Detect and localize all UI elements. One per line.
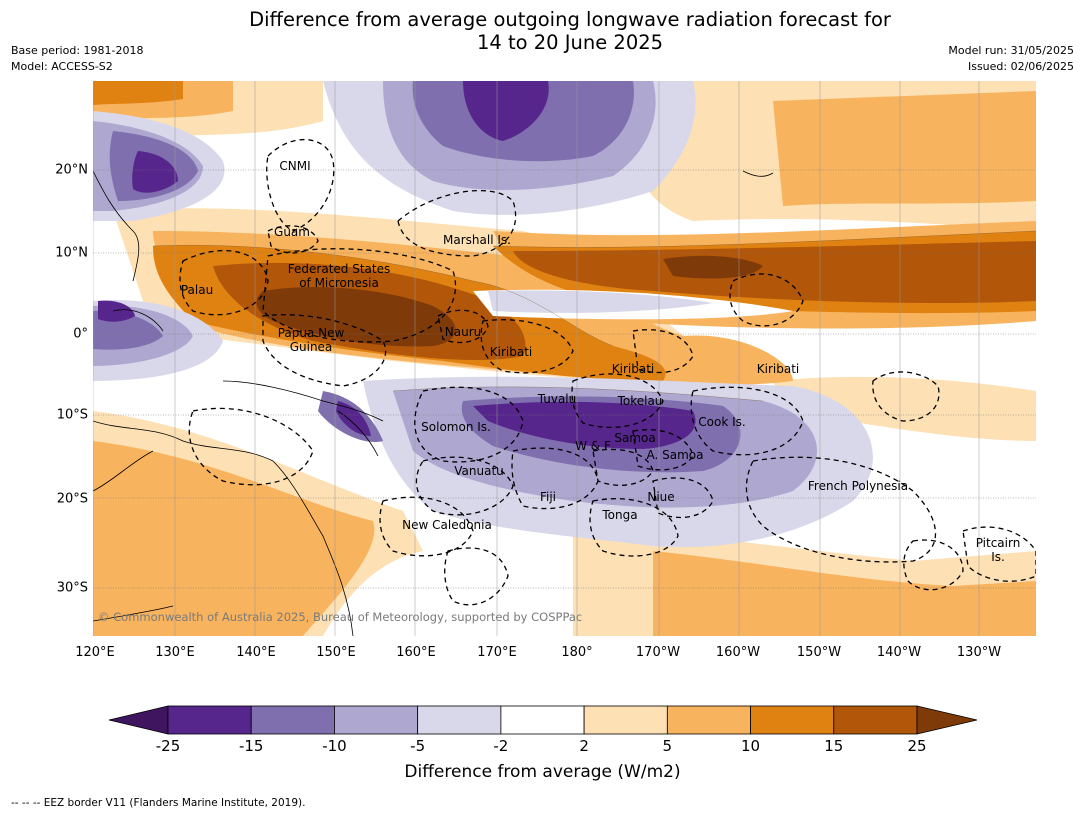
region-label-vanuatu: Vanuatu	[454, 464, 504, 478]
colorbar-tick-label: 25	[907, 737, 927, 755]
lon-tick-130e: 130°E	[155, 645, 195, 660]
lon-tick-170e: 170°E	[477, 645, 517, 660]
colorbar-extend-high	[916, 705, 978, 735]
title-line-2: 14 to 20 June 2025	[476, 31, 664, 54]
attribution-watermark: © Commonwealth of Australia 2025, Bureau…	[98, 610, 582, 624]
meridian-lines	[93, 81, 980, 636]
colorbar-segment	[167, 705, 252, 735]
lon-tick-140w: 140°W	[876, 645, 922, 660]
title-line-1: Difference from average outgoing longwav…	[249, 8, 891, 31]
region-label-marshall-islands: Marshall Is.	[443, 233, 511, 247]
model-name: Model: ACCESS-S2	[11, 60, 113, 73]
colorbar-segments	[108, 705, 978, 735]
region-label-niue: Niue	[647, 490, 675, 504]
region-label-palau: Palau	[180, 283, 214, 297]
region-label-new-caledonia: New Caledonia	[402, 518, 492, 532]
meta-right: Model run: 31/05/2025 Issued: 02/06/2025	[948, 43, 1074, 75]
lat-tick-10n: 10°N	[55, 245, 88, 261]
lon-tick-130w: 130°W	[956, 645, 1002, 660]
colorbar-segment	[500, 705, 585, 735]
region-label-american-samoa: A. Samoa	[646, 448, 704, 462]
lon-tick-180: 180°	[561, 645, 593, 660]
colorbar-tick-label: 15	[824, 737, 844, 755]
region-label-tuvalu: Tuvalu	[537, 392, 577, 406]
lon-tick-160e: 160°E	[396, 645, 436, 660]
colorbar-segment	[833, 705, 918, 735]
colorbar-segment	[666, 705, 751, 735]
issued-date: Issued: 02/06/2025	[967, 60, 1074, 73]
map-canvas: © Commonwealth of Australia 2025, Bureau…	[93, 81, 1036, 636]
colorbar-segment	[334, 705, 419, 735]
anomaly-fill-dark-purple	[98, 81, 696, 449]
region-label-papua-new-guinea: Papua New Guinea	[277, 326, 345, 354]
region-label-fiji: Fiji	[539, 490, 557, 504]
region-label-kiribati-central: Kiribati	[611, 362, 655, 376]
lon-tick-140e: 140°E	[236, 645, 276, 660]
colorbar-tick-label: 5	[662, 737, 673, 755]
region-label-kiribati-west: Kiribati	[489, 345, 533, 359]
map-title: Difference from average outgoing longwav…	[120, 8, 1020, 54]
region-label-samoa: Samoa	[614, 431, 656, 445]
colorbar-segment	[583, 705, 668, 735]
colorbar-tick-label: -15	[238, 737, 264, 755]
lat-tick-20s: 20°S	[56, 491, 88, 507]
colorbar-tick-label: -2	[493, 737, 509, 755]
colorbar-tick-label: 2	[579, 737, 589, 755]
lon-tick-120e: 120°E	[75, 645, 115, 660]
region-label-wallis-futuna: W & F	[575, 439, 611, 453]
region-label-guam: Guam	[274, 225, 310, 239]
region-label-pitcairn-islands: Pitcairn Is.	[975, 536, 1021, 564]
eez-footnote: -- -- -- EEZ border V11 (Flanders Marine…	[11, 797, 306, 809]
lon-tick-150w: 150°W	[796, 645, 842, 660]
region-label-solomon-islands: Solomon Is.	[421, 420, 491, 434]
colorbar-tick-label: 10	[741, 737, 761, 755]
region-label-micronesia: Federated States of Micronesia	[287, 262, 391, 290]
region-label-kiribati-east: Kiribati	[756, 362, 800, 376]
lat-tick-20n: 20°N	[55, 162, 88, 178]
coastlines	[93, 170, 774, 636]
lat-tick-0: 0°	[73, 326, 88, 342]
region-label-french-polynesia: French Polynesia	[807, 479, 909, 493]
lat-tick-10s: 10°S	[56, 407, 88, 423]
lon-tick-170w: 170°W	[635, 645, 681, 660]
lat-tick-30s: 30°S	[56, 580, 88, 596]
region-label-tonga: Tonga	[602, 508, 638, 522]
meta-left: Base period: 1981-2018 Model: ACCESS-S2	[11, 43, 143, 75]
colorbar-tick-label: -10	[322, 737, 347, 755]
anomaly-fill-darkest-brown	[256, 255, 763, 347]
base-period: Base period: 1981-2018	[11, 44, 144, 57]
colorbar-segment	[750, 705, 835, 735]
lon-tick-160w: 160°W	[715, 645, 761, 660]
lon-tick-150e: 150°E	[316, 645, 356, 660]
region-label-tokelau: Tokelau	[617, 394, 663, 408]
colorbar	[108, 705, 978, 735]
gridlines	[93, 169, 1036, 589]
model-run: Model run: 31/05/2025	[948, 44, 1074, 57]
colorbar-segment	[417, 705, 502, 735]
colorbar-extend-low	[108, 705, 169, 735]
olr-anomaly-map: © Commonwealth of Australia 2025, Bureau…	[93, 81, 1036, 636]
colorbar-segment	[250, 705, 335, 735]
eez-borders	[179, 139, 1036, 606]
colorbar-tick-label: -25	[155, 737, 181, 755]
region-label-cook-islands: Cook Is.	[698, 415, 746, 429]
colorbar-tick-label: -5	[410, 737, 426, 755]
colorbar-label: Difference from average (W/m2)	[404, 762, 681, 782]
region-label-nauru: Nauru	[444, 325, 482, 339]
region-label-cnmi: CNMI	[279, 159, 311, 173]
